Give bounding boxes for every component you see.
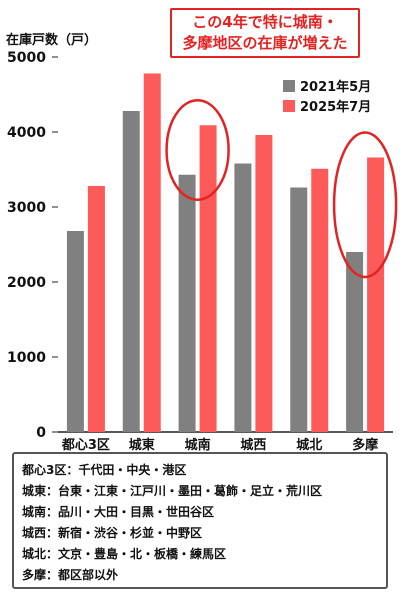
bar-series2	[87, 186, 105, 432]
note-line: 都心3区：千代田・中央・港区	[22, 463, 187, 477]
callout-line-2: 多摩地区の在庫が増えた	[182, 34, 348, 52]
legend-swatch	[283, 80, 295, 92]
y-tick-label: 3000	[7, 200, 46, 216]
note-line: 城東：台東・江東・江戸川・墨田・葛飾・足立・荒川区	[22, 484, 323, 498]
y-tick-label: 5000	[7, 50, 46, 66]
bar-series2	[311, 168, 329, 432]
legend: 2021年5月 2025年7月	[283, 79, 371, 115]
y-tick-label: 0	[36, 425, 46, 441]
x-tick-label: 城北	[296, 437, 322, 452]
bar-series1	[178, 174, 196, 432]
x-tick-label: 城南	[185, 437, 211, 452]
callout-line-1: この4年で特に城南・	[192, 13, 338, 31]
x-axis-ticks: 都心3区 城東 城南 城西 城北 多摩	[61, 437, 379, 452]
note-line: 多摩：都区部以外	[22, 568, 119, 582]
legend-swatch	[283, 100, 295, 112]
note-line: 城北：文京・豊島・北・板橋・練馬区	[22, 547, 227, 561]
callout-box: この4年で特に城南・ 多摩地区の在庫が増えた	[170, 8, 360, 58]
y-tick-label: 4000	[7, 125, 46, 141]
bar-series2	[255, 135, 273, 432]
note-line: 城西：新宿・渋谷・杉並・中野区	[22, 526, 203, 540]
region-note-box: 都心3区：千代田・中央・港区 城東：台東・江東・江戸川・墨田・葛飾・足立・荒川区…	[12, 452, 388, 589]
x-tick-label: 多摩	[352, 437, 379, 452]
legend-label: 2021年5月	[300, 79, 371, 95]
bar-series2	[199, 125, 217, 432]
x-tick-label: 城西	[240, 437, 266, 452]
highlight-ellipses	[165, 99, 398, 279]
x-tick-label: 都心3区	[61, 437, 110, 452]
bar-series1	[234, 163, 252, 432]
note-line: 城南：品川・大田・目黒・世田谷区	[22, 505, 215, 519]
bar-series1	[122, 111, 140, 432]
y-axis-ticks: 0 1000 2000 3000 4000 5000	[7, 50, 58, 441]
bar-series2	[143, 73, 161, 432]
bar-series2	[367, 157, 385, 432]
x-tick-label: 城東	[129, 437, 155, 452]
bar-series1	[66, 231, 84, 432]
y-tick-label: 1000	[7, 350, 46, 366]
highlight-ellipse	[332, 131, 398, 279]
bar-chart: 在庫戸数（戸） 0 1000 2000 3000 4000 5000 都心3区 城東 城南 城西…	[6, 32, 398, 452]
bar-series1	[346, 252, 364, 432]
bar-series1	[290, 187, 308, 432]
y-axis-label: 在庫戸数（戸）	[6, 32, 97, 48]
bars	[66, 73, 385, 432]
y-tick-label: 2000	[7, 275, 46, 291]
highlight-ellipse	[165, 99, 230, 201]
legend-label: 2025年7月	[300, 99, 371, 115]
